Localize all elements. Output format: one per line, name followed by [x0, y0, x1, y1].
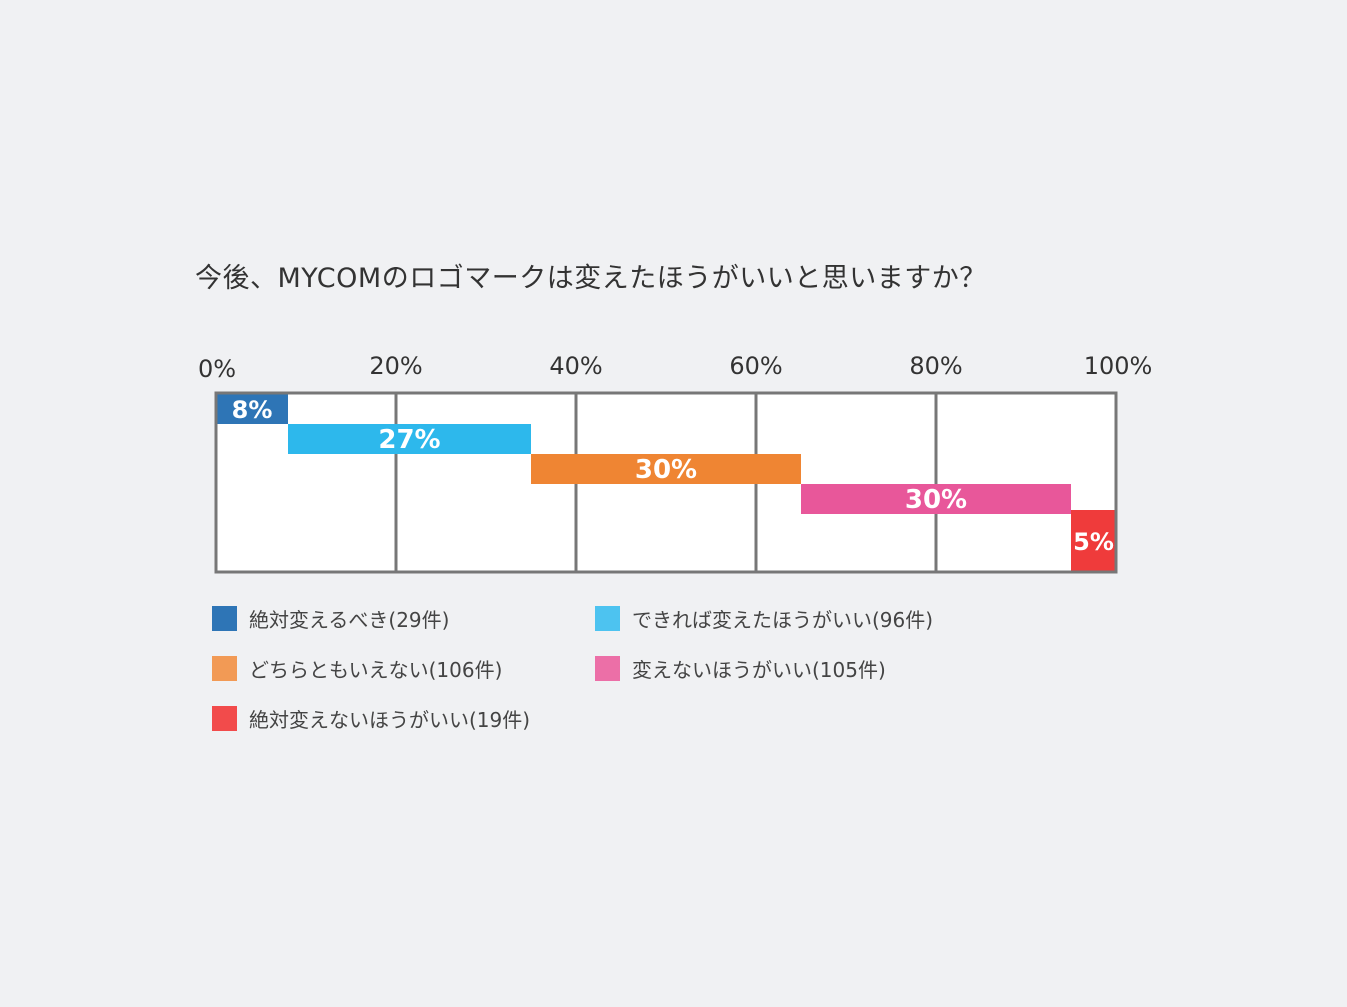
tick-label: 0%	[198, 355, 236, 383]
tick-label: 80%	[909, 352, 962, 380]
bar-label: 8%	[232, 396, 273, 424]
tick-label: 100%	[1084, 352, 1153, 380]
bar-label: 30%	[905, 485, 967, 515]
bar-label: 27%	[378, 425, 440, 455]
bar	[531, 454, 801, 484]
tick-label: 60%	[729, 352, 782, 380]
bar	[288, 424, 531, 454]
bar-label: 5%	[1073, 528, 1114, 556]
tick-label: 20%	[369, 352, 422, 380]
chart-title: 今後、MYCOMのロゴマークは変えたほうがいいと思いますか？	[195, 263, 987, 294]
bar-label: 30%	[635, 455, 697, 485]
bar	[216, 394, 288, 424]
bar	[801, 484, 1071, 514]
tick-label: 40%	[549, 352, 602, 380]
bar	[1071, 510, 1116, 572]
plot-frame	[214, 391, 1118, 574]
